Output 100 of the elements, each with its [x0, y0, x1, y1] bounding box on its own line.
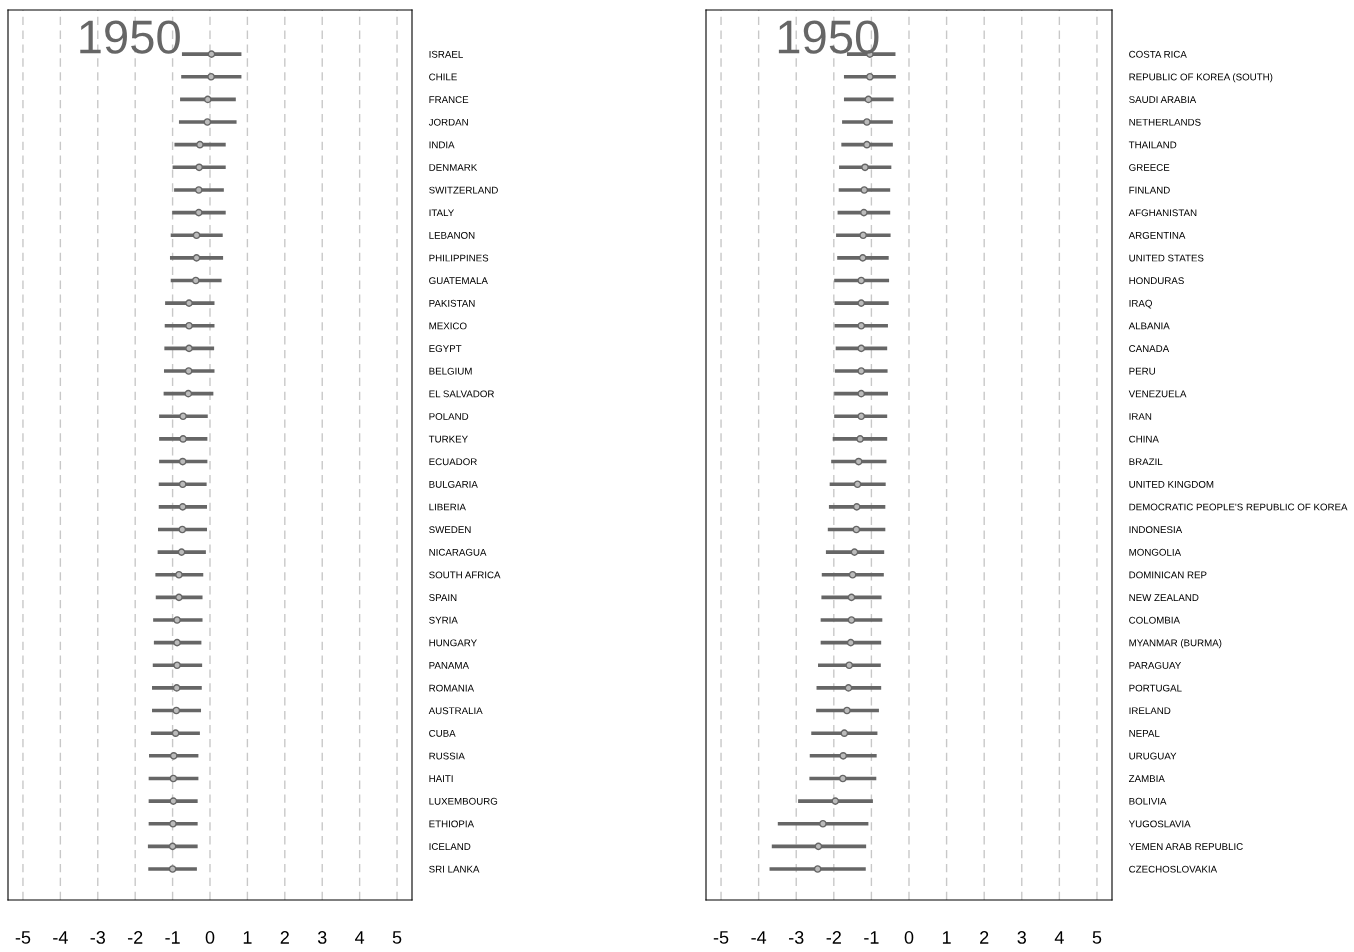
y-tick-label: UNITED STATES — [1129, 254, 1204, 262]
point — [178, 525, 187, 534]
point — [178, 457, 187, 466]
y-tick-label: ECUADOR — [429, 458, 477, 466]
y-tick-label: COLOMBIA — [1129, 616, 1180, 624]
point — [852, 525, 861, 534]
point — [814, 842, 823, 851]
point — [175, 593, 183, 602]
point — [179, 412, 187, 421]
y-tick-label: HONDURAS — [1129, 277, 1184, 285]
y-tick-label: EL SALVADOR — [429, 390, 494, 398]
x-tick-label: 5 — [1092, 931, 1102, 944]
y-tick-label: NEPAL — [1129, 730, 1160, 737]
point — [207, 72, 215, 81]
y-tick-label: LEBANON — [429, 231, 475, 239]
y-tick-label: PHILIPPINES — [429, 254, 489, 262]
y-tick-label: ETHIOPIA — [429, 820, 475, 828]
y-tick-label: BRAZIL — [1129, 458, 1163, 466]
annotation: 1950 — [80, 20, 180, 54]
y-tick-label: MEXICO — [429, 322, 467, 330]
y-tick-label: HUNGARY — [429, 639, 477, 647]
y-tick-label: TURKEY — [428, 435, 468, 443]
y-tick-label: GREECE — [1129, 164, 1170, 171]
point — [178, 503, 187, 511]
point — [863, 140, 871, 149]
y-tick-label: ISRAEL — [429, 50, 463, 58]
y-tick-label: AUSTRALIA — [428, 707, 483, 715]
y-tick-label: PERU — [1129, 367, 1155, 375]
point — [850, 548, 859, 556]
point — [177, 548, 186, 556]
point — [857, 389, 866, 398]
point — [857, 321, 866, 330]
point — [854, 457, 863, 466]
point — [860, 208, 868, 217]
point — [863, 118, 871, 126]
y-tick-label: PANAMA — [429, 662, 469, 669]
point — [839, 751, 848, 760]
y-tick-label: INDIA — [429, 141, 455, 149]
y-tick-label: SPAIN — [429, 594, 457, 601]
x-tick-label: -3 — [789, 931, 804, 944]
point — [194, 208, 203, 217]
point — [171, 729, 180, 738]
y-tick-label: DOMINICAN REP — [1129, 571, 1207, 579]
point — [861, 163, 869, 172]
point — [831, 797, 840, 805]
point — [173, 616, 181, 624]
point — [857, 299, 866, 307]
x-tick-label: 4 — [1054, 931, 1064, 944]
x-tick-label: -4 — [53, 931, 68, 944]
point — [185, 321, 193, 330]
y-tick-label: NEW ZEALAND — [1129, 594, 1199, 601]
point — [192, 254, 201, 262]
point — [857, 344, 866, 353]
y-tick-label: IRELAND — [1129, 707, 1171, 715]
point — [858, 254, 867, 262]
point — [857, 276, 866, 285]
y-tick-label: ICELAND — [429, 843, 471, 850]
point — [853, 480, 862, 489]
y-tick-label: SYRIA — [429, 616, 458, 624]
y-tick-label: ITALY — [429, 209, 455, 217]
y-tick-label: ZAMBIA — [1128, 775, 1165, 782]
y-tick-label: RUSSIA — [429, 752, 465, 760]
x-tick-label: -1 — [165, 931, 180, 944]
point — [178, 480, 187, 489]
y-tick-label: ARGENTINA — [1128, 231, 1186, 239]
point — [864, 95, 873, 104]
y-tick-label: YUGOSLAVIA — [1128, 820, 1191, 828]
x-tick-label: 2 — [280, 931, 289, 944]
point — [169, 819, 177, 828]
y-tick-label: IRAQ — [1129, 299, 1152, 309]
point — [848, 570, 857, 579]
y-tick-label: IRAN — [1129, 413, 1152, 420]
point — [169, 774, 178, 783]
y-tick-label: FRANCE — [429, 96, 469, 104]
y-tick-label: BOLIVIA — [1129, 797, 1167, 805]
y-tick-label: JORDAN — [428, 118, 468, 126]
x-tick-label: 3 — [1017, 931, 1027, 944]
point — [184, 367, 193, 375]
point — [196, 140, 204, 149]
x-tick-label: 4 — [355, 931, 365, 944]
point — [185, 344, 193, 353]
point — [207, 50, 216, 58]
y-tick-label: COSTA RICA — [1129, 50, 1187, 58]
point — [843, 706, 851, 715]
point — [846, 638, 855, 647]
point — [813, 865, 822, 873]
x-tick-label: 0 — [904, 931, 914, 944]
point — [175, 570, 183, 579]
point — [856, 435, 864, 443]
y-tick-label: DEMOCRATIC PEOPLE'S REPUBLIC OF KOREA — [1129, 503, 1348, 511]
point — [852, 503, 861, 511]
y-tick-label: SWEDEN — [429, 526, 471, 534]
point — [168, 842, 177, 851]
y-tick-label: SRI LANKA — [429, 865, 480, 873]
point — [845, 661, 854, 670]
y-tick-label: REPUBLIC OF KOREA (SOUTH) — [1129, 73, 1273, 83]
point — [173, 661, 181, 670]
y-tick-label: MYANMAR (BURMA) — [1129, 639, 1222, 649]
y-tick-label: CHILE — [429, 73, 457, 81]
point — [857, 412, 866, 421]
